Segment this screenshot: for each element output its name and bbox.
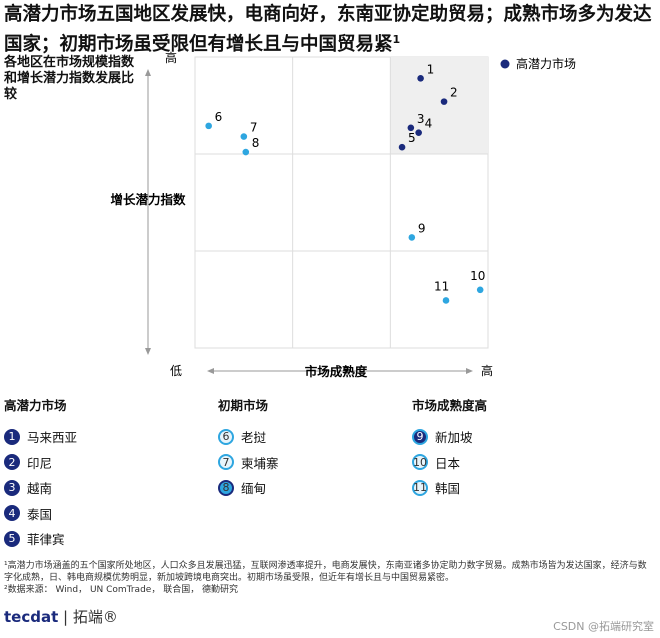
chart: 增长潜力指数 市场成熟度 低高高123 45高潜力市场67891011 <box>110 50 576 379</box>
group-item: 4 泰国 <box>4 501 77 527</box>
logo-name: 拓端® <box>72 608 118 626</box>
point-label: 10 <box>470 269 485 283</box>
point <box>440 98 448 105</box>
y-axis-label: 增长潜力指数 <box>110 192 186 207</box>
item-name: 菲律宾 <box>27 532 65 548</box>
point <box>476 286 484 294</box>
group-title: 市场成熟度高 <box>412 398 488 413</box>
group-item: 8 缅甸 <box>218 475 279 501</box>
point-label: 9 <box>418 221 426 235</box>
point-label: 4 <box>425 117 433 131</box>
title-note: 1 <box>392 33 401 46</box>
highlight-zone <box>390 57 488 154</box>
x-axis-label: 市场成熟度 <box>305 364 368 379</box>
point <box>408 234 416 241</box>
item-name: 柬埔寨 <box>241 455 279 471</box>
group-item: 9 新加坡 <box>412 424 487 450</box>
badge: 10 <box>412 454 428 471</box>
badge: 4 <box>4 505 20 522</box>
item-name: 新加坡 <box>435 430 473 446</box>
group-title: 高潜力市场 <box>4 398 67 413</box>
item-name: 老挝 <box>241 430 267 446</box>
item-name: 日本 <box>435 455 461 471</box>
group: 市场成熟度高 9 新加坡 10 日本 11 韩国 <box>412 395 487 501</box>
group: 高潜力市场 1 马来西亚 2 印尼 3 越南 4 泰国 5 菲律宾 <box>4 395 77 552</box>
chart-title: 高潜力市场五国地区发展快，电商向好，东南亚协定助贸易；成熟市场多为发达国家；初期… <box>4 2 654 57</box>
group: 初期市场 6 老挝 7 柬埔寨 8 缅甸 <box>218 395 279 501</box>
group-item: 1 马来西亚 <box>4 424 77 450</box>
group-item: 10 日本 <box>412 450 487 476</box>
point-label: 1 <box>427 62 435 76</box>
watermark: CSDN @拓端研究室 <box>553 620 654 633</box>
notes: ¹高潜力市场涵盖的五个国家所处地区，人口众多且发展迅猛，互联网渗透率提升，电商发… <box>4 560 654 596</box>
x-tick-label: 低 <box>170 364 182 378</box>
item-name: 马来西亚 <box>27 430 78 446</box>
point <box>417 75 424 82</box>
item-name: 印尼 <box>27 455 53 471</box>
point-label: 2 <box>450 86 458 100</box>
badge: 1 <box>4 428 20 445</box>
legend-label: 高潜力市场 <box>516 56 576 71</box>
item-name: 泰国 <box>27 506 53 522</box>
plot-frame <box>194 56 489 349</box>
group-item: 3 越南 <box>4 475 77 501</box>
group-item: 2 印尼 <box>4 450 77 476</box>
point <box>407 124 415 132</box>
point-label: 11 <box>434 279 449 293</box>
point-label: 7 <box>250 121 258 135</box>
group-item: 11 韩国 <box>412 475 487 501</box>
badge: 6 <box>218 428 234 445</box>
item-name: 韩国 <box>435 481 461 497</box>
x-tick-label: 高 <box>481 363 493 378</box>
badge: 5 <box>4 530 20 547</box>
logo-brand: tecdat <box>4 608 59 626</box>
subtitle: 各地区在市场规模指数和增长潜力指数发展比较 <box>4 55 135 102</box>
badge: 2 <box>4 454 20 471</box>
point <box>240 133 248 140</box>
point <box>415 129 422 136</box>
badge: 3 <box>4 479 20 496</box>
group-item: 7 柬埔寨 <box>218 450 279 476</box>
group-item: 6 老挝 <box>218 424 279 450</box>
point <box>205 122 212 130</box>
footnote: ¹高潜力市场涵盖的五个国家所处地区，人口众多且发展迅猛，互联网渗透率提升，电商发… <box>4 561 647 583</box>
badge: 11 <box>412 479 428 496</box>
y-tick-label: 高 <box>165 50 177 65</box>
item-name: 缅甸 <box>241 481 267 497</box>
title-text: 高潜力市场五国地区发展快，电商向好，东南亚协定助贸易；成熟市场多为发达国家；初期… <box>4 4 652 56</box>
source: ²数据来源： Wind， UN ComTrade， 联合国， 德勤研究 <box>4 585 239 595</box>
point-label: 8 <box>252 136 260 150</box>
point-label: 6 <box>215 110 223 124</box>
legend-marker <box>500 59 510 69</box>
badge: 9 <box>412 428 428 445</box>
badge: 7 <box>218 454 234 471</box>
point <box>442 297 450 304</box>
point-label: 5 <box>408 131 416 145</box>
group-item: 5 菲律宾 <box>4 526 77 552</box>
group-title: 初期市场 <box>218 398 269 413</box>
logo: tecdat | 拓端® <box>4 608 118 626</box>
point <box>242 148 250 156</box>
badge: 8 <box>218 479 234 496</box>
point <box>398 143 406 151</box>
item-name: 越南 <box>27 481 53 497</box>
group-legend: 高潜力市场 1 马来西亚 2 印尼 3 越南 4 泰国 5 菲律宾 初期市场 6 老挝 7 柬埔寨 8 缅甸 市场成… <box>4 395 644 555</box>
point-label: 3 <box>417 112 425 126</box>
